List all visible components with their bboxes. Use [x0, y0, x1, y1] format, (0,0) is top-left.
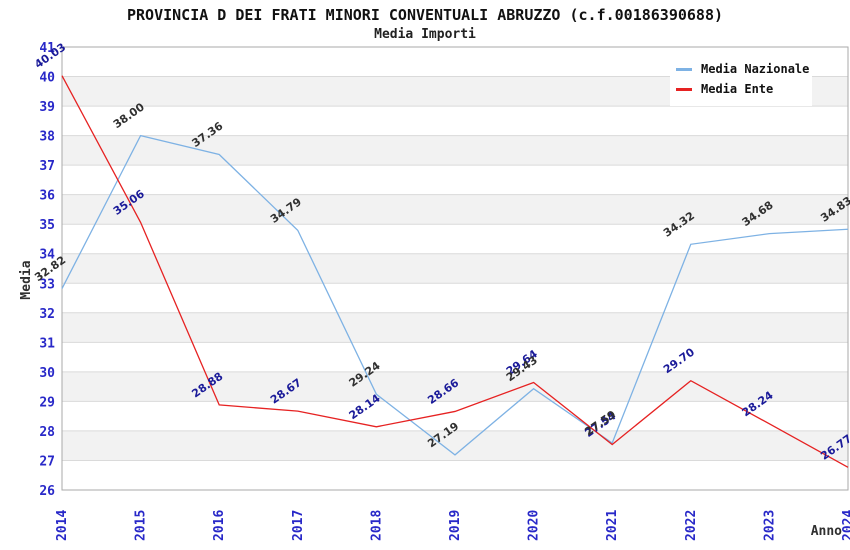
y-tick-label: 27 [39, 454, 55, 469]
legend-label: Media Nazionale [701, 62, 810, 76]
y-tick-label: 26 [39, 484, 55, 499]
y-tick-label: 28 [39, 425, 55, 440]
x-tick-label: 2014 [55, 510, 70, 541]
y-tick-label: 35 [39, 218, 55, 233]
y-tick-label: 41 [39, 41, 55, 56]
x-tick-label: 2023 [762, 510, 777, 541]
chart-subtitle: Media Importi [374, 27, 476, 42]
y-tick-label: 39 [39, 100, 55, 115]
series-line-media-ente [61, 75, 849, 468]
x-tick-label: 2015 [134, 510, 149, 541]
y-axis-title: Media [19, 260, 34, 299]
legend-item-media-nazionale: Media Nazionale [676, 59, 810, 79]
x-tick-label: 2021 [605, 510, 620, 541]
x-tick-label: 2022 [684, 510, 699, 541]
media-nazionale-line-marker [676, 67, 692, 71]
media-ente-line-marker [676, 87, 692, 91]
y-tick-label: 33 [39, 277, 55, 292]
legend-label: Media Ente [701, 82, 774, 96]
x-tick-label: 2018 [369, 510, 384, 541]
legend-item-media-ente: Media Ente [676, 79, 806, 99]
plot-border [61, 46, 849, 491]
x-tick-label: 2016 [212, 510, 227, 541]
plot-band [62, 135, 848, 166]
plot-band [62, 312, 848, 343]
y-tick-label: 30 [39, 366, 55, 381]
y-tick-label: 32 [39, 307, 55, 322]
legend: Media Nazionale Media Ente [670, 52, 812, 106]
y-tick-label: 38 [39, 130, 55, 145]
y-tick-label: 37 [39, 159, 55, 174]
y-tick-label: 29 [39, 395, 55, 410]
x-tick-label: 2020 [527, 510, 542, 541]
plot-band [62, 430, 848, 461]
x-axis-title: Anno [811, 524, 842, 539]
y-tick-label: 36 [39, 189, 55, 204]
x-tick-label: 2019 [448, 510, 463, 541]
plot-band [62, 253, 848, 284]
plot-band [62, 371, 848, 402]
chart-title: PROVINCIA D DEI FRATI MINORI CONVENTUALI… [126, 6, 724, 24]
y-tick-label: 40 [39, 71, 55, 86]
plot-band [62, 194, 848, 225]
y-tick-label: 34 [39, 248, 55, 263]
x-tick-label: 2024 [841, 510, 850, 541]
y-tick-label: 31 [39, 336, 55, 351]
x-tick-label: 2017 [291, 510, 306, 541]
series-line-media-nazionale [61, 134, 849, 456]
